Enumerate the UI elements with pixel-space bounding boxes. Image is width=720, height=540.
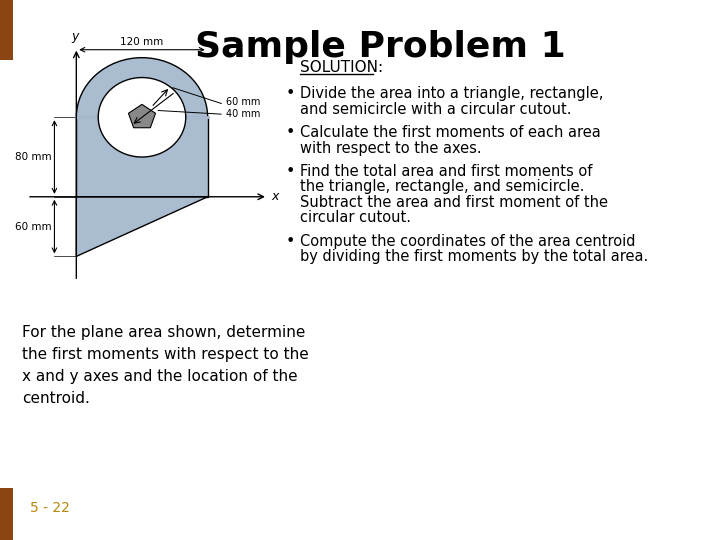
Wedge shape (76, 58, 207, 117)
Text: Calculate the first moments of each area: Calculate the first moments of each area (300, 125, 600, 140)
Text: SOLUTION:: SOLUTION: (300, 60, 383, 75)
Text: the first moments with respect to the: the first moments with respect to the (22, 347, 309, 362)
Text: Subtract the area and first moment of the: Subtract the area and first moment of th… (300, 195, 608, 210)
Text: 40 mm: 40 mm (226, 109, 261, 119)
Text: and semicircle with a circular cutout.: and semicircle with a circular cutout. (300, 102, 572, 117)
Text: 5 - 22: 5 - 22 (30, 501, 70, 515)
Bar (0, 488, 13, 540)
Text: centroid.: centroid. (22, 391, 90, 406)
Text: x and y axes and the location of the: x and y axes and the location of the (22, 369, 297, 384)
Text: $x$: $x$ (271, 190, 281, 203)
Text: Sample Problem 1: Sample Problem 1 (194, 30, 565, 64)
Bar (76, 117, 207, 197)
Text: •: • (285, 86, 294, 101)
Text: with respect to the axes.: with respect to the axes. (300, 140, 482, 156)
Bar (0, 0, 13, 60)
Text: Compute the coordinates of the area centroid: Compute the coordinates of the area cent… (300, 234, 636, 249)
Text: the triangle, rectangle, and semicircle.: the triangle, rectangle, and semicircle. (300, 179, 585, 194)
Text: •: • (285, 125, 294, 140)
Text: $y$: $y$ (71, 31, 81, 45)
Text: 60 mm: 60 mm (226, 97, 261, 107)
Text: 60 mm: 60 mm (14, 221, 51, 232)
Text: 120 mm: 120 mm (120, 37, 163, 47)
Text: 80 mm: 80 mm (14, 152, 51, 162)
Polygon shape (76, 197, 207, 256)
Text: by dividing the first moments by the total area.: by dividing the first moments by the tot… (300, 249, 648, 265)
Text: Find the total area and first moments of: Find the total area and first moments of (300, 164, 593, 179)
Circle shape (98, 78, 186, 157)
Text: For the plane area shown, determine: For the plane area shown, determine (22, 325, 305, 340)
Text: Divide the area into a triangle, rectangle,: Divide the area into a triangle, rectang… (300, 86, 603, 101)
Text: •: • (285, 164, 294, 179)
Polygon shape (128, 104, 156, 128)
Text: circular cutout.: circular cutout. (300, 211, 411, 226)
Text: •: • (285, 234, 294, 249)
